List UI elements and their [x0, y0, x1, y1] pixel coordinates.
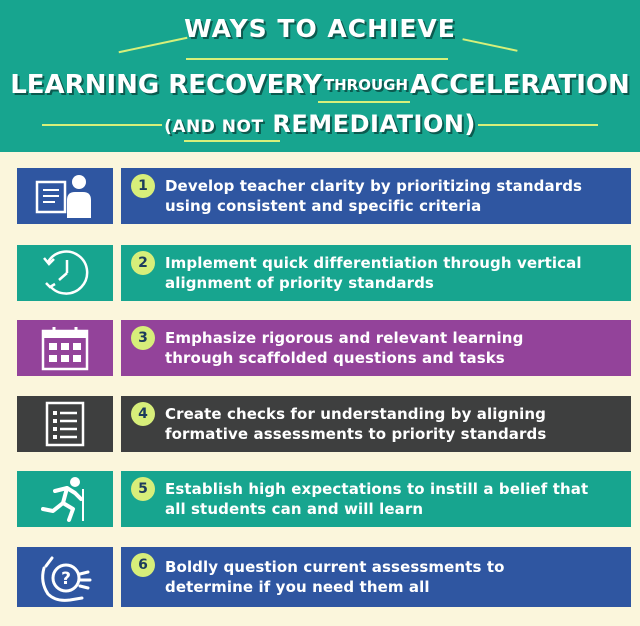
checklist-icon: [45, 401, 85, 447]
item-text-panel: 1 Develop teacher clarity by prioritizin…: [121, 168, 631, 224]
header-title-through: THROUGH: [323, 76, 408, 94]
item-text: Create checks for understanding by align…: [165, 404, 546, 444]
item-text-line: all students can and will learn: [165, 500, 424, 518]
item-text-line: determine if you need them all: [165, 578, 430, 596]
list-item: 4 Create checks for understanding by ali…: [17, 396, 631, 452]
item-text-line: Boldly question current assessments to: [165, 558, 505, 576]
header-title-line1: WAYS TO ACHIEVE: [184, 14, 456, 43]
icon-panel: [17, 245, 113, 301]
item-text-line: through scaffolded questions and tasks: [165, 349, 505, 367]
teacher-at-board-icon: [35, 175, 91, 218]
header-title-remediation: REMEDIATION): [272, 110, 476, 138]
item-text-panel: 2 Implement quick differentiation throug…: [121, 245, 631, 301]
item-number-badge: 6: [131, 553, 155, 577]
list-item: 5 Establish high expectations to instill…: [17, 471, 631, 527]
decorative-line: [42, 124, 162, 126]
item-number-badge: 2: [131, 251, 155, 275]
header-title-acceleration: ACCELERATION: [410, 70, 630, 100]
decorative-line: [186, 58, 448, 60]
through-underline: [318, 101, 410, 103]
item-text-panel: 6 Boldly question current assessments to…: [121, 547, 631, 607]
icon-panel: [17, 168, 113, 224]
calendar-icon: [41, 327, 89, 371]
header-title-line3: (AND NOT REMEDIATION): [0, 110, 640, 138]
item-text-line: Implement quick differentiation through …: [165, 254, 582, 272]
item-text-line: Develop teacher clarity by prioritizing …: [165, 177, 583, 195]
icon-panel: ?: [17, 547, 113, 607]
item-number-badge: 3: [131, 326, 155, 350]
item-text-line: Emphasize rigorous and relevant learning: [165, 329, 524, 347]
icon-panel: [17, 396, 113, 452]
header-title-and-not: (AND NOT: [164, 117, 264, 137]
item-text-line: Create checks for understanding by align…: [165, 405, 546, 423]
list-item: 1 Develop teacher clarity by prioritizin…: [17, 168, 631, 224]
list-item: 2 Implement quick differentiation throug…: [17, 245, 631, 301]
item-number-badge: 4: [131, 402, 155, 426]
running-person-icon: [41, 477, 84, 522]
item-text-line: formative assessments to priority standa…: [165, 425, 547, 443]
item-text-panel: 4 Create checks for understanding by ali…: [121, 396, 631, 452]
header-banner: WAYS TO ACHIEVE LEARNING RECOVERY THROUGH…: [0, 0, 640, 152]
item-text: Boldly question current assessments to d…: [165, 557, 505, 597]
item-text-panel: 5 Establish high expectations to instill…: [121, 471, 631, 527]
icon-panel: [17, 320, 113, 376]
decorative-line: [478, 124, 598, 126]
icon-panel: [17, 471, 113, 527]
item-number-badge: 1: [131, 174, 155, 198]
header-title-line2: LEARNING RECOVERY THROUGHACCELERATION: [0, 70, 640, 100]
clock-cycle-icon: [43, 250, 89, 295]
item-text: Implement quick differentiation through …: [165, 253, 582, 293]
list-item: ? 6 Boldly question current assessments …: [17, 547, 631, 607]
item-text: Emphasize rigorous and relevant learning…: [165, 328, 523, 368]
header-title-learning-recovery: LEARNING RECOVERY: [10, 70, 322, 100]
item-text-panel: 3 Emphasize rigorous and relevant learni…: [121, 320, 631, 376]
and-not-underline: [184, 140, 280, 142]
svg-text:?: ?: [61, 569, 71, 589]
item-text: Establish high expectations to instill a…: [165, 479, 588, 519]
item-text: Develop teacher clarity by prioritizing …: [165, 176, 582, 216]
hand-question-icon: ?: [41, 556, 92, 602]
item-text-line: Establish high expectations to instill a…: [165, 480, 589, 498]
item-text-line: using consistent and specific criteria: [165, 197, 482, 215]
list-item: 3 Emphasize rigorous and relevant learni…: [17, 320, 631, 376]
item-text-line: alignment of priority standards: [165, 274, 434, 292]
item-number-badge: 5: [131, 477, 155, 501]
